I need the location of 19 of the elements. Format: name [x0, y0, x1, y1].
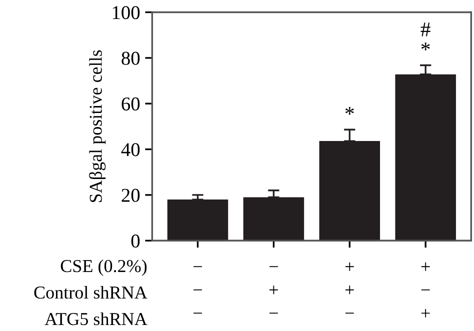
annotation: *: [345, 107, 354, 115]
annotation: #: [420, 22, 430, 36]
bar: [319, 141, 380, 241]
text: Control shRNA: [34, 286, 148, 299]
y-tick-label: 40: [121, 143, 140, 156]
category-label: − − −: [194, 266, 202, 314]
y-tick-label: 60: [122, 97, 140, 111]
y-tick-label: 20: [122, 188, 140, 202]
bar: [167, 200, 228, 241]
text: CSE (0.2%): [60, 259, 147, 276]
x-tick-label: + + −: [345, 262, 354, 314]
y-tick-label: 80: [122, 52, 140, 65]
y-axis-title: SAβgal positive cells: [89, 50, 106, 202]
x-tick-label: − + −: [269, 266, 278, 314]
annotation: *: [421, 42, 430, 50]
y-tick-label: 0: [131, 234, 140, 248]
text: ATG5 shRNA: [44, 312, 148, 326]
y-tick-label: 100: [112, 6, 140, 20]
x-tick-label: + − +: [421, 262, 430, 318]
